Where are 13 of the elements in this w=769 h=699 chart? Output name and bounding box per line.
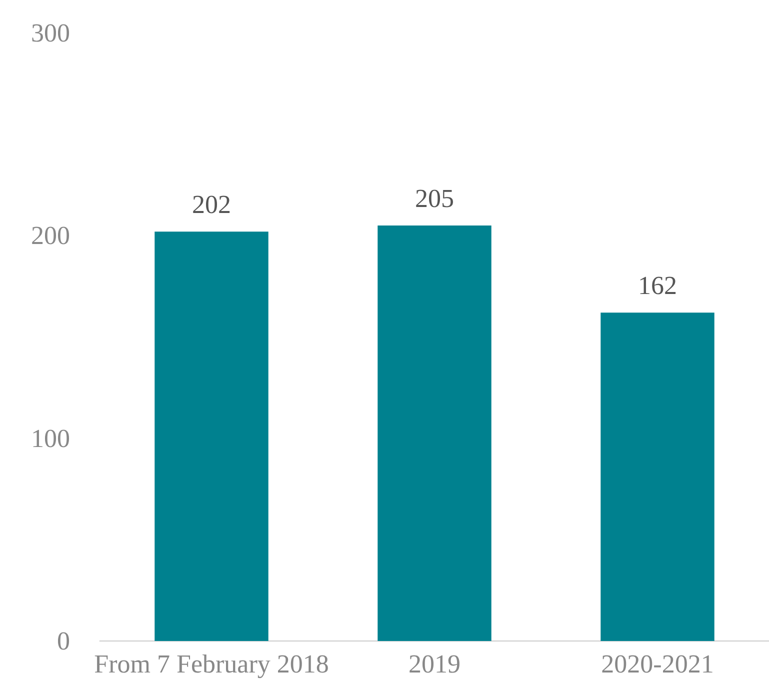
data-label: 162 [638,271,677,300]
y-tick-label: 300 [31,18,70,48]
y-tick-label: 200 [31,221,70,250]
x-tick-label: 2020-2021 [601,650,714,678]
y-tick-label: 100 [31,424,70,453]
bar [154,232,268,641]
data-label: 205 [415,184,454,214]
data-label: 202 [192,190,231,220]
x-tick-label: 2019 [408,650,460,678]
bar [378,226,492,641]
bar [600,312,714,641]
x-tick-label: From 7 February 2018 [94,650,329,678]
y-tick-label: 0 [57,626,70,656]
